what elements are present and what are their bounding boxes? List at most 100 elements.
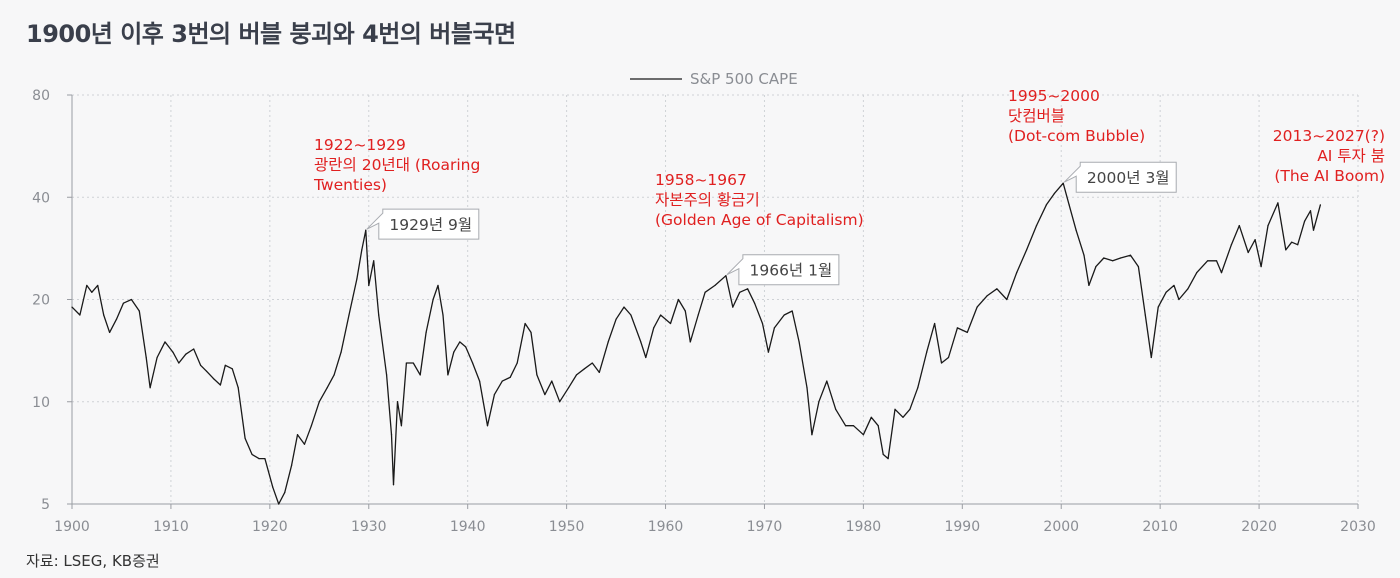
bubble-annotation: 1958~1967 자본주의 황금기 (Golden Age of Capitali… [655,171,864,229]
data-point [138,310,140,312]
data-point [396,401,399,403]
legend-label: S&P 500 CAPE [690,70,798,88]
data-point [1297,244,1299,246]
callout-label: 2000년 3월 [1087,169,1170,187]
data-point [940,362,943,364]
data-point [1157,306,1159,308]
data-point [882,453,884,455]
legend: S&P 500 CAPE [630,70,798,88]
data-point [172,351,174,353]
data-point [826,380,828,382]
data-point [516,362,518,364]
x-tick-label: 1940 [450,519,486,535]
data-point [767,351,770,353]
data-point [1267,225,1269,227]
data-point [902,416,904,418]
data-point [1187,288,1189,290]
data-point [390,434,393,436]
bubble-annotation: 2013~2027(?) AI 투자 붐 (The AI Boom) [1273,127,1385,185]
data-point [909,408,911,410]
data-point [835,408,837,410]
data-point [1035,225,1038,227]
x-tick-label: 1910 [153,519,189,535]
x-tick-label: 2000 [1043,519,1079,535]
data-point [575,374,578,376]
data-point [91,291,93,293]
data-point [818,401,820,403]
data-point [894,408,896,410]
data-point [877,425,879,427]
data-point [318,401,320,403]
callout-label: 1966년 1월 [749,262,832,280]
data-point [378,314,380,316]
data-point [251,453,253,455]
data-point [149,387,151,389]
data-point [486,425,489,427]
data-point [164,341,166,343]
data-point [442,314,444,316]
data-point [551,380,553,382]
data-point [373,260,375,262]
callout-shape [366,208,480,240]
data-point [1319,204,1322,206]
x-tick-label: 1930 [351,519,387,535]
data-point [71,306,73,308]
data-point [524,322,526,325]
data-point [926,351,928,353]
data-point [536,374,538,376]
data-point [264,458,266,460]
data-point [1260,265,1262,268]
data-point [1215,260,1218,262]
data-point [437,284,439,287]
data-point [870,416,872,418]
data-point [684,310,686,312]
data-point [145,356,147,359]
data-point [348,314,350,316]
data-point [1062,182,1064,184]
data-point [326,387,328,389]
data-point [310,425,312,427]
data-point [623,306,625,308]
data-point [887,458,889,460]
x-tick-label: 1920 [252,519,288,535]
data-point [956,327,958,329]
data-point [97,284,99,287]
data-point [156,356,158,359]
callout-box: 1929년 9월 [366,208,480,240]
data-point [1277,202,1279,204]
x-tick-label: 1960 [648,519,684,535]
callouts: 1929년 9월 1966년 1월 2000년 3월 [366,161,1177,286]
data-point [1053,193,1055,195]
callout-box: 1966년 1월 [726,254,840,286]
data-point [237,387,239,389]
data-point [368,284,370,287]
data-point [677,298,679,301]
data-point [986,295,988,297]
y-tick-label: 80 [32,88,50,104]
data-point [108,331,111,334]
data-point [559,401,561,403]
data-point [567,387,570,389]
data-point [1144,314,1146,316]
data-point [231,368,233,370]
data-point [761,322,764,325]
data-point [783,314,785,316]
data-point [1016,272,1018,274]
data-point [1254,239,1256,241]
data-point [725,275,727,277]
data-point [583,368,586,370]
data-point [465,346,467,348]
data-point [1196,272,1198,274]
data-point [630,314,632,316]
data-point [747,288,749,290]
data-point [1247,251,1249,254]
data-point [591,362,593,364]
data-point [1220,272,1223,274]
data-point [1137,265,1139,268]
data-point [130,298,132,301]
annotations: 1922~1929 광란의 20년대 (Roaring Twenties) 1958~… [313,87,1385,229]
data-point [1165,291,1167,293]
data-point [200,364,202,366]
y-tick-label: 40 [32,190,50,206]
